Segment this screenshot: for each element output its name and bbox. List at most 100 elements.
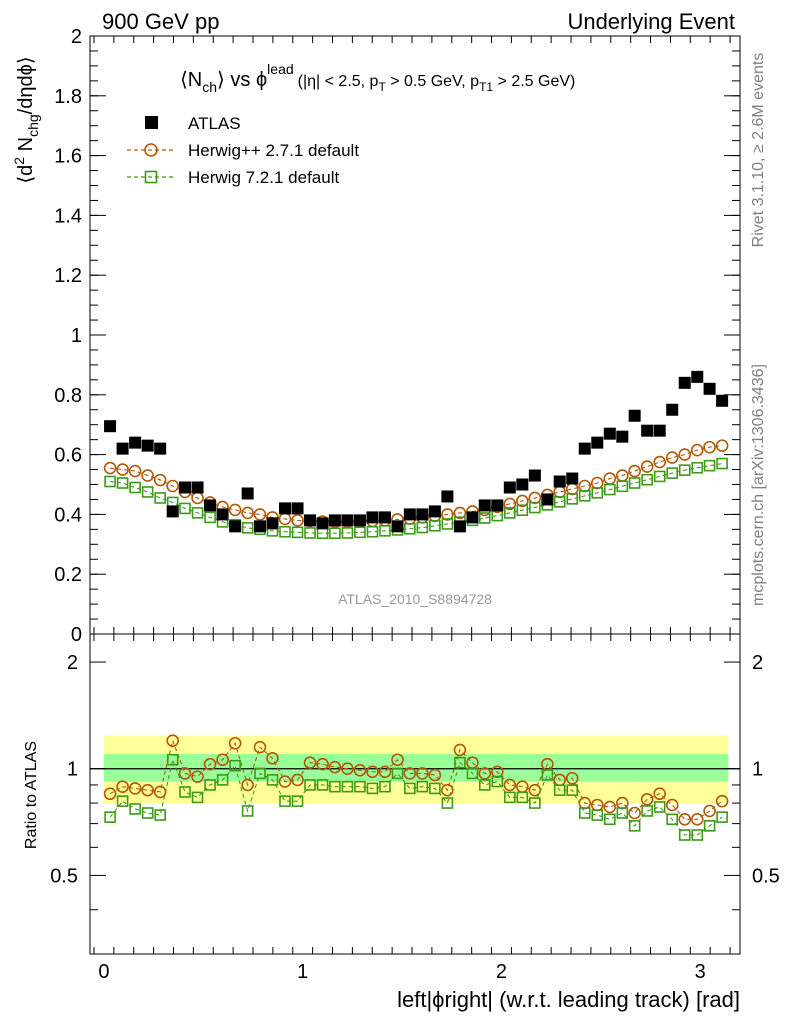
ratio-herwig7-point <box>404 782 416 795</box>
legend-marker-atlas <box>145 116 158 129</box>
herwig7-point <box>566 493 579 505</box>
mcplots-label: mcplots.cern.ch [arXiv:1306.3436] <box>750 364 767 606</box>
ratio-herwigpp-point <box>241 778 254 792</box>
atlas-point <box>316 517 329 530</box>
atlas-point <box>166 505 179 518</box>
herwig7-point <box>241 522 254 534</box>
herwig7-point <box>578 490 591 502</box>
herwigpp-point <box>116 463 129 476</box>
ratio-herwig7-point <box>191 791 204 804</box>
atlas-point <box>466 511 479 524</box>
legend-label-herwig7: Herwig 7.2.1 default <box>188 168 339 187</box>
atlas-point <box>716 394 729 407</box>
y-tick-label: 0.6 <box>54 445 82 467</box>
ratio-herwig7-point <box>141 807 154 819</box>
herwigpp-point <box>703 440 716 454</box>
ratio-herwig7-point <box>454 756 466 769</box>
y-tick-label: 0 <box>71 624 82 646</box>
herwig7-point <box>191 507 204 519</box>
ratio-herwigpp-point <box>203 757 217 771</box>
herwig7-point <box>104 475 116 488</box>
atlas-point <box>403 508 416 521</box>
ratio-herwig7-point <box>591 809 604 821</box>
herwigpp-point <box>640 460 654 473</box>
y-tick-label: 0.4 <box>54 504 82 526</box>
ratio-herwigpp-point <box>216 753 229 767</box>
herwigpp-point <box>141 469 154 482</box>
herwigpp-point <box>665 451 679 464</box>
ratio-herwig7-point <box>254 767 266 780</box>
ratio-band-inner <box>103 754 729 782</box>
atlas-point <box>528 469 541 482</box>
ratio-herwigpp-point <box>266 752 279 765</box>
ratio-panel: Ratio to ATLAS 0 1 2 3 0.5 0.5 1 1 2 2 <box>23 633 780 983</box>
herwigpp-point <box>128 464 142 478</box>
herwigpp-point <box>565 482 579 496</box>
y-tick-label: 1.4 <box>54 205 82 227</box>
x-tick-label: 3 <box>695 961 706 983</box>
herwig7-point <box>154 492 166 504</box>
ratio-herwig7-point <box>341 780 354 793</box>
ratio-herwig7-point <box>204 779 216 791</box>
ratio-y-tick-label-right: 0.5 <box>752 865 780 887</box>
atlas-point <box>541 493 554 506</box>
ratio-herwigpp-point <box>565 771 579 785</box>
atlas-point <box>603 427 616 440</box>
atlas-point <box>453 520 466 533</box>
rivet-label: Rivet 3.1.10, ≥ 2.6M events <box>750 53 767 248</box>
legend-label-atlas: ATLAS <box>188 114 241 133</box>
atlas-point <box>391 520 404 533</box>
ratio-herwigpp-line <box>109 738 723 820</box>
atlas-point <box>241 487 254 500</box>
legend-marker-herwigpp <box>144 143 158 157</box>
herwigpp-point <box>678 448 692 461</box>
ratio-herwig7-point <box>329 780 341 793</box>
x-tick-label: 2 <box>496 961 507 983</box>
herwig7-point <box>379 525 391 537</box>
ratio-herwigpp-point <box>453 743 467 757</box>
x-tick-label: 1 <box>297 961 308 983</box>
ratio-herwig7-point <box>566 784 579 796</box>
atlas-point <box>653 424 666 437</box>
ratio-herwigpp-point <box>678 812 692 826</box>
atlas-point <box>341 514 354 527</box>
ratio-herwig7-point <box>354 780 366 793</box>
herwigpp-point <box>653 455 666 469</box>
atlas-point <box>129 436 142 449</box>
ratio-herwig7-point <box>154 809 166 821</box>
ratio-herwigpp-point <box>428 768 442 782</box>
ratio-herwig7-point <box>478 779 491 791</box>
ratio-herwigpp-point <box>416 767 429 780</box>
ratio-herwigpp-point <box>640 792 654 806</box>
ratio-herwig7-point <box>316 779 329 791</box>
atlas-point <box>266 517 279 530</box>
ratio-herwig7-point <box>491 775 504 788</box>
herwig7-point <box>604 483 616 496</box>
herwig7-point <box>716 457 728 470</box>
x-tick-label: 0 <box>98 961 109 983</box>
atlas-point <box>229 520 242 533</box>
herwig7-point <box>703 459 716 472</box>
atlas-point <box>491 499 504 512</box>
herwig7-point <box>179 502 191 515</box>
herwig7-point <box>341 527 354 539</box>
ratio-y-tick-label: 0.5 <box>50 865 78 887</box>
ratio-herwig7-point <box>116 795 129 807</box>
herwig7-point <box>516 504 529 517</box>
ratio-herwig7-point <box>716 811 728 823</box>
atlas-point <box>279 502 291 515</box>
ratio-herwigpp-point <box>278 775 292 788</box>
ratio-herwigpp-point <box>116 780 129 793</box>
ratio-herwigpp-point <box>665 798 679 812</box>
ratio-herwigpp-point <box>303 756 317 769</box>
ratio-herwig7-point <box>179 786 191 798</box>
herwig7-point <box>504 507 516 519</box>
herwigpp-point <box>166 479 179 493</box>
ratio-herwigpp-point <box>628 806 641 820</box>
atlas-point <box>191 481 204 494</box>
ratio-herwigpp-point <box>378 765 392 779</box>
herwigpp-point <box>528 491 542 505</box>
x-axis-label: left|ϕright| (w.r.t. leading track) [rad… <box>397 987 740 1012</box>
atlas-point <box>703 382 716 395</box>
ratio-herwig7-point <box>379 780 391 793</box>
